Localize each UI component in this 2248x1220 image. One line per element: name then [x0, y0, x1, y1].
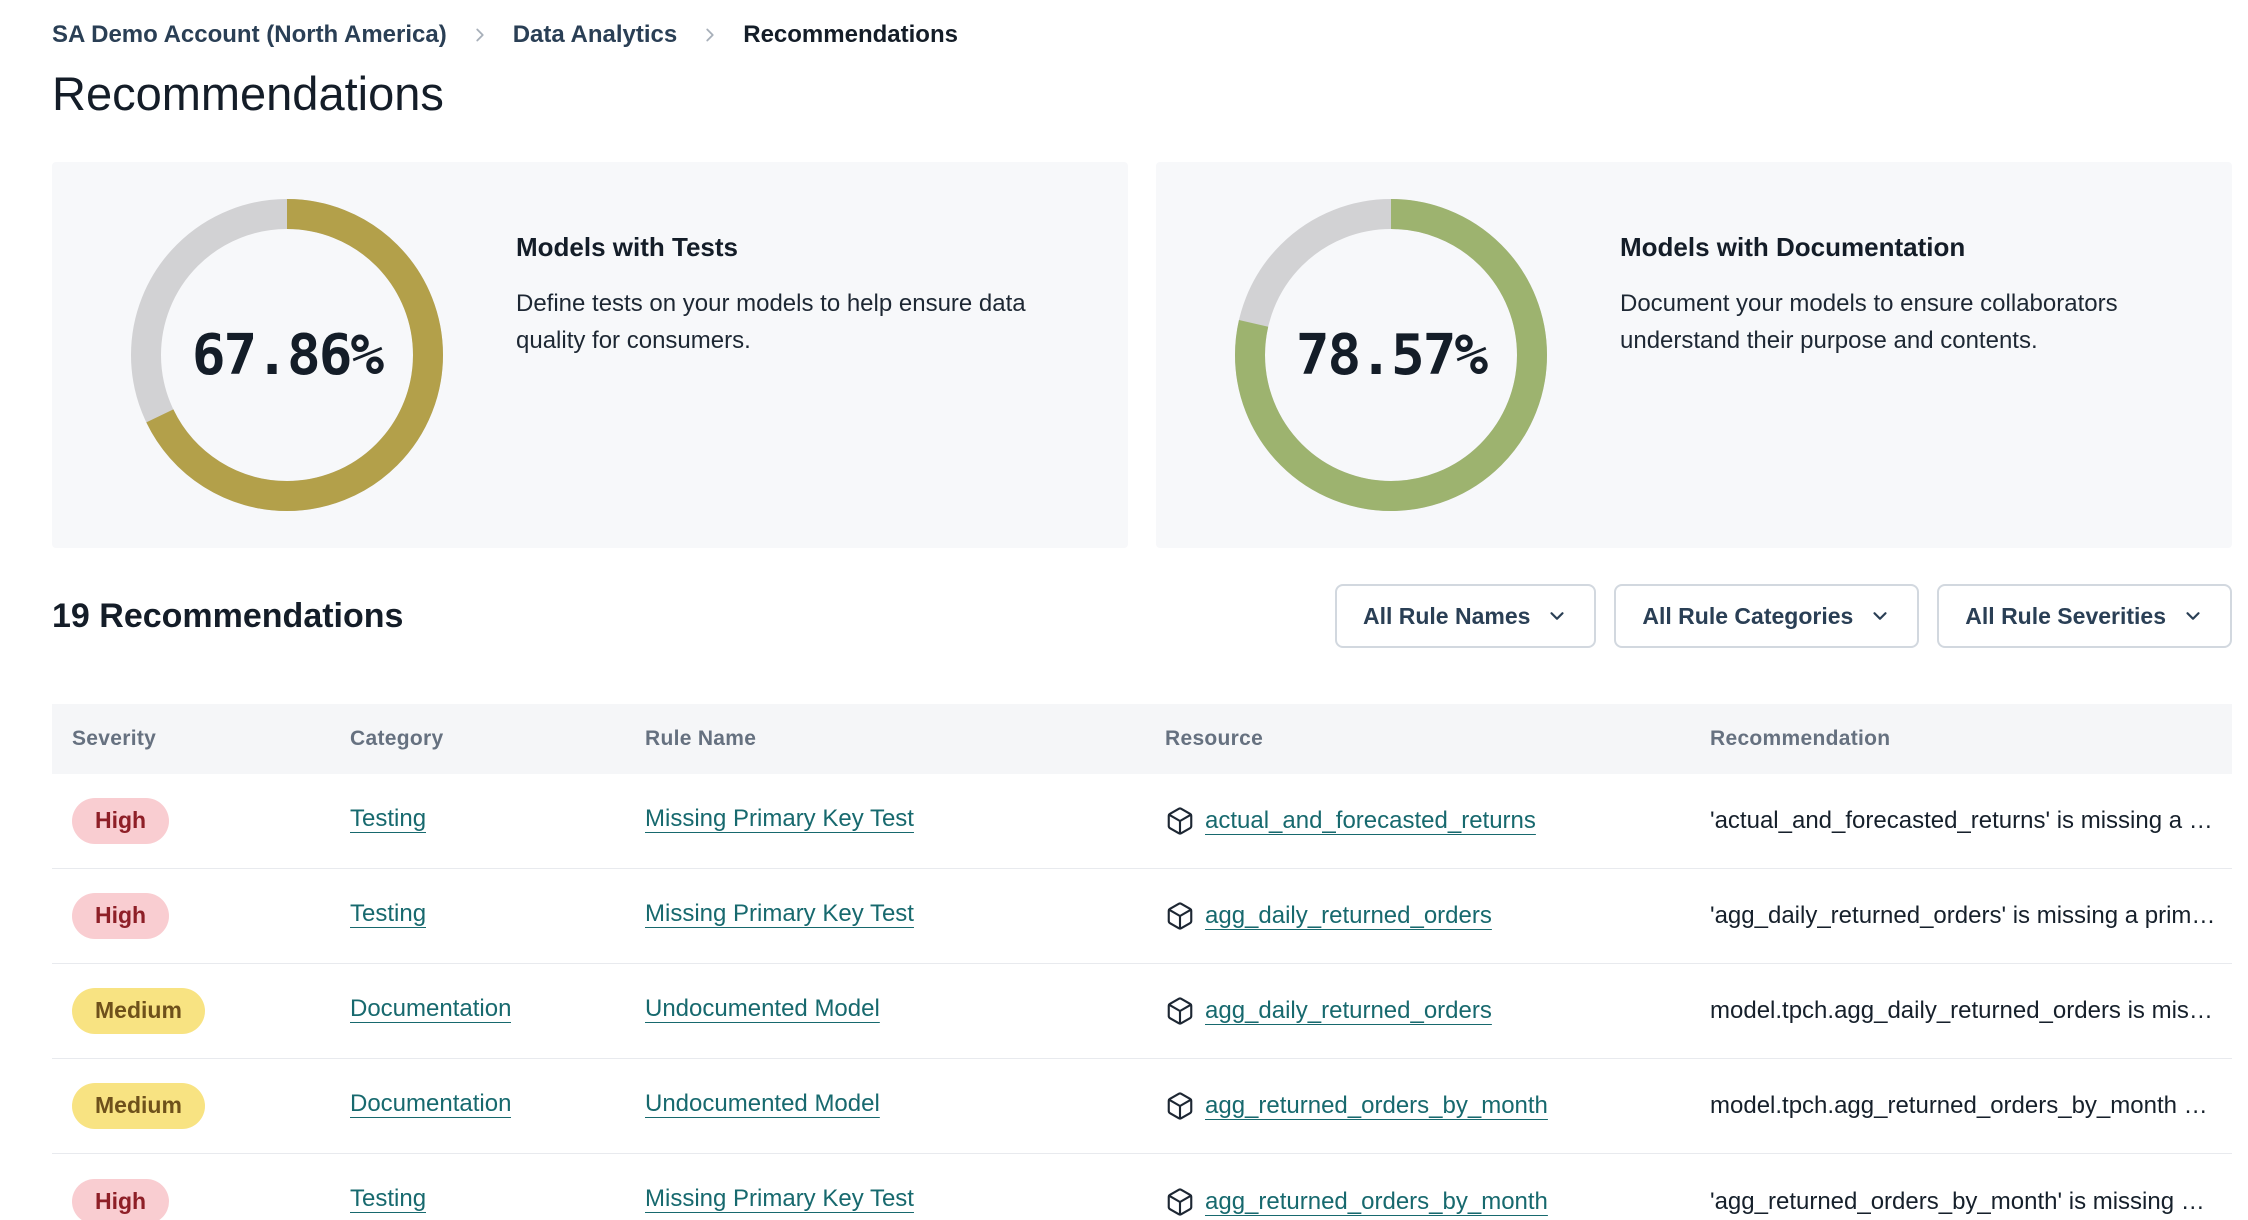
table-header: Severity Category Rule Name Resource Rec…: [52, 704, 2232, 774]
chevron-down-icon: [1869, 605, 1891, 627]
model-cube-icon: [1165, 1187, 1195, 1217]
recommendation-text: 'agg_returned_orders_by_month' is missin…: [1710, 1187, 2205, 1215]
model-cube-icon: [1165, 996, 1195, 1026]
severity-badge: High: [72, 893, 170, 939]
recommendation-text: model.tpch.agg_daily_returned_orders is …: [1710, 997, 2213, 1024]
model-cube-icon: [1165, 806, 1195, 836]
recommendation-text: model.tpch.agg_returned_orders_by_month …: [1710, 1092, 2208, 1119]
breadcrumb-project-link[interactable]: Data Analytics: [512, 21, 678, 48]
chevron-right-icon: [469, 24, 491, 46]
card-description: Document your models to ensure collabora…: [1620, 289, 2118, 354]
column-header-severity: Severity: [72, 727, 157, 750]
column-header-resource: Resource: [1165, 727, 1264, 750]
table-row: High Testing Missing Primary Key Test ac…: [52, 774, 2232, 869]
rule-name-link[interactable]: Missing Primary Key Test: [645, 899, 914, 927]
rule-severities-filter-dropdown[interactable]: All Rule Severities: [1937, 584, 2232, 648]
severity-badge: High: [72, 1178, 170, 1220]
severity-badge: Medium: [72, 1083, 205, 1129]
table-body: High Testing Missing Primary Key Test ac…: [52, 774, 2232, 1220]
table-row: High Testing Missing Primary Key Test ag…: [52, 869, 2232, 964]
category-link[interactable]: Documentation: [350, 994, 512, 1022]
table-row: High Testing Missing Primary Key Test ag…: [52, 1154, 2232, 1220]
donut-arc: [1235, 199, 1547, 511]
rule-categories-filter-dropdown[interactable]: All Rule Categories: [1614, 584, 1920, 648]
filter-label: All Rule Severities: [1965, 602, 2166, 629]
rule-name-link[interactable]: Undocumented Model: [645, 1089, 880, 1117]
table-row: Medium Documentation Undocumented Model …: [52, 1059, 2232, 1154]
breadcrumb-current: Recommendations: [743, 21, 958, 48]
donut-arc: [131, 199, 443, 511]
recommendations-count-title: 19 Recommendations: [52, 596, 404, 635]
column-header-category: Category: [350, 727, 444, 750]
severity-badge: High: [72, 798, 170, 844]
card-title: Models with Documentation: [1620, 231, 1966, 262]
category-link[interactable]: Testing: [350, 1185, 427, 1212]
column-header-recommendation: Recommendation: [1710, 727, 1891, 750]
tests-donut-chart: 67.86%: [130, 198, 444, 512]
rule-name-link[interactable]: Missing Primary Key Test: [645, 804, 914, 832]
rule-name-link[interactable]: Missing Primary Key Test: [645, 1185, 914, 1212]
recommendations-table: Severity Category Rule Name Resource Rec…: [52, 704, 2232, 1220]
resource-link[interactable]: agg_daily_returned_orders: [1205, 997, 1492, 1024]
card-description: Define tests on your models to help ensu…: [516, 289, 1026, 354]
rule-names-filter-dropdown[interactable]: All Rule Names: [1334, 584, 1597, 648]
category-link[interactable]: Testing: [350, 804, 427, 832]
breadcrumb-account-link[interactable]: SA Demo Account (North America): [52, 21, 447, 48]
rule-name-link[interactable]: Undocumented Model: [645, 994, 880, 1022]
resource-link[interactable]: agg_returned_orders_by_month: [1205, 1187, 1548, 1215]
page-title: Recommendations: [52, 67, 444, 120]
table-row: Medium Documentation Undocumented Model …: [52, 964, 2232, 1059]
category-link[interactable]: Documentation: [350, 1089, 512, 1117]
model-cube-icon: [1165, 901, 1195, 931]
filter-label: All Rule Names: [1362, 602, 1531, 629]
severity-badge: Medium: [72, 988, 205, 1034]
recommendation-text: 'agg_daily_returned_orders' is missing a…: [1710, 902, 2216, 929]
resource-link[interactable]: actual_and_forecasted_returns: [1205, 807, 1536, 834]
resource-link[interactable]: agg_returned_orders_by_month: [1205, 1092, 1548, 1119]
filters: All Rule Names All Rule Categories All R…: [1334, 584, 2232, 648]
tests-percent-value: 67.86%: [191, 322, 384, 388]
card-title: Models with Tests: [516, 231, 738, 262]
filter-label: All Rule Categories: [1642, 602, 1854, 629]
category-link[interactable]: Testing: [350, 899, 427, 927]
documentation-donut-chart: 78.57%: [1234, 198, 1548, 512]
card-models-with-tests: 67.86% Models with Tests Define tests on…: [52, 162, 1128, 548]
metric-cards: 67.86% Models with Tests Define tests on…: [52, 162, 2232, 548]
chevron-right-icon: [699, 24, 721, 46]
chevron-down-icon: [1546, 605, 1568, 627]
breadcrumb: SA Demo Account (North America) Data Ana…: [52, 20, 2232, 50]
resource-link[interactable]: agg_daily_returned_orders: [1205, 902, 1492, 929]
chevron-down-icon: [2182, 605, 2204, 627]
column-header-rule-name: Rule Name: [645, 727, 757, 750]
recommendation-text: 'actual_and_forecasted_returns' is missi…: [1710, 807, 2213, 834]
card-models-with-documentation: 78.57% Models with Documentation Documen…: [1156, 162, 2232, 548]
model-cube-icon: [1165, 1091, 1195, 1121]
documentation-percent-value: 78.57%: [1295, 322, 1488, 388]
list-header: 19 Recommendations All Rule Names All Ru…: [52, 584, 2232, 648]
